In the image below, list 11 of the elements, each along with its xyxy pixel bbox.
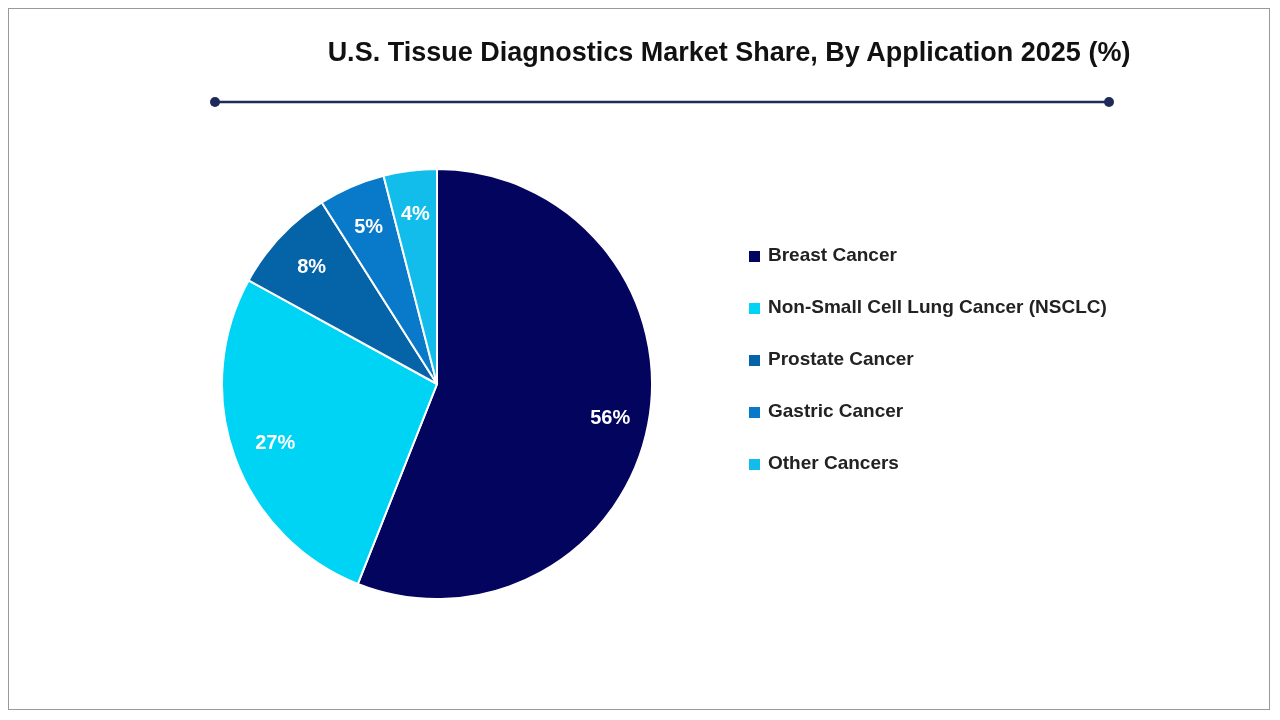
legend-label: Gastric Cancer [768, 400, 904, 421]
legend-label: Breast Cancer [768, 244, 897, 265]
data-label: 56% [590, 406, 631, 429]
legend-label: Non-Small Cell Lung Cancer (NSCLC) [768, 296, 1107, 317]
data-label: 27% [255, 431, 296, 454]
legend-label: Other Cancers [768, 452, 899, 473]
data-label: 4% [400, 202, 431, 225]
data-label: 8% [297, 255, 327, 278]
data-label: 5% [354, 215, 384, 238]
chart-title: U.S. Tissue Diagnostics Market Share, By Application 2025 (%) [327, 37, 1131, 67]
legend-label: Prostate Cancer [768, 348, 914, 369]
